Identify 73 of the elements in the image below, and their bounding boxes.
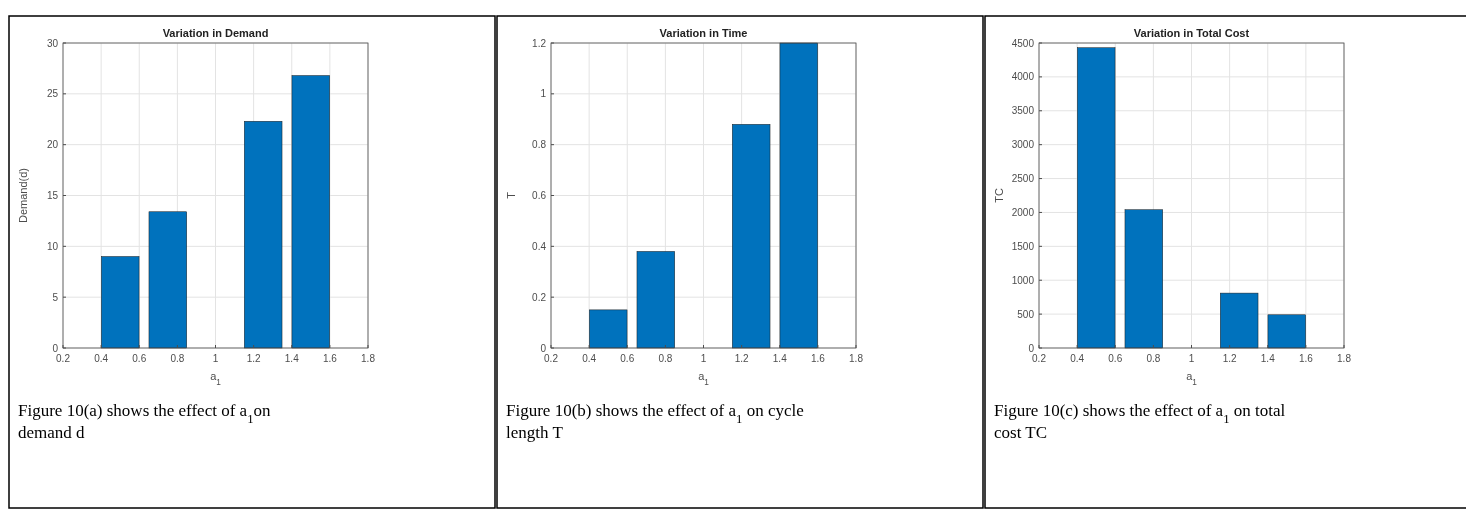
x-tick-label: 1.4 [1260,353,1276,364]
y-tick-label: 0.8 [532,139,547,151]
bar [636,251,675,349]
x-tick-label: 0.6 [620,353,635,364]
y-tick-label: 2000 [1011,206,1035,218]
bar [779,42,818,349]
text: Figure 10(a) shows the effect of a$_{1}$on demand d [18,401,271,442]
x-tick-label: 1.2 [1222,353,1238,364]
bar [1220,292,1259,349]
y-tick-label: 0.4 [532,240,547,252]
x-tick-label: 1.6 [322,353,338,364]
text: Figure 10(c) shows the effect of a$_{1}$ on total cost TC [994,401,1286,442]
x-tick-label: 0.4 [94,353,109,364]
y-tick-label: 30 [46,37,59,49]
x-tick-label: 1.8 [1337,353,1352,364]
y-tick-label: 0 [540,342,547,354]
x-tick-label: 1.4 [284,353,300,364]
x-tick-label: 0.8 [658,353,673,364]
y-axis-title: T [505,191,517,199]
x-tick-label: 1.6 [810,353,826,364]
bar [101,256,140,349]
y-tick-label: 20 [46,139,59,151]
bar [1124,209,1163,349]
text: Figure 10(b) shows the effect of a$_{1}$ on cycle length T [506,401,804,442]
x-tick-label: 0.6 [1108,353,1123,364]
bar [732,124,771,349]
y-tick-label: 0.2 [532,291,547,303]
y-tick-label: 500 [1017,308,1035,320]
y-axis-title: Demand(d) [17,167,29,224]
y-tick-label: 1 [540,88,547,100]
y-tick-label: 2500 [1011,173,1035,185]
x-tick-label: 1.2 [246,353,262,364]
bar [589,309,628,349]
x-tick-label: 0.8 [170,353,185,364]
y-tick-label: 1.2 [532,37,547,49]
x-tick-label: 0.4 [1070,353,1085,364]
x-axis-title: a$_{1}$ [698,370,710,387]
x-tick-label: 1 [1188,353,1195,364]
y-tick-label: 0.6 [532,190,547,201]
y-tick-label: 25 [46,88,59,100]
y-tick-label: 3500 [1011,105,1035,117]
y-tick-label: 10 [46,240,59,252]
x-tick-label: 1.6 [1298,353,1314,364]
x-axis-title: a$_{1}$ [1186,370,1198,387]
chart-title: Variation in Time [659,27,748,39]
x-axis-title: a$_{1}$ [210,370,222,387]
x-tick-label: 1 [700,353,707,364]
y-tick-label: 0 [52,342,59,354]
chart-title: Variation in Total Cost [1133,27,1250,39]
y-tick-label: 15 [46,190,59,201]
y-tick-label: 5 [52,291,59,303]
bar [291,75,330,349]
chart-title: Variation in Demand [162,27,269,39]
bar [244,121,283,349]
y-tick-label: 4000 [1011,71,1035,83]
y-tick-label: 0 [1028,342,1035,354]
x-tick-label: 1.4 [772,353,788,364]
x-tick-label: 1 [212,353,219,364]
y-tick-label: 3000 [1011,139,1035,151]
x-tick-label: 1.2 [734,353,750,364]
y-tick-label: 1000 [1011,274,1035,286]
bar [1267,314,1306,349]
x-tick-label: 1.8 [849,353,864,364]
x-tick-label: 0.6 [132,353,147,364]
x-tick-label: 0.2 [1032,353,1047,364]
x-tick-label: 0.8 [1146,353,1161,364]
bar [148,211,187,349]
x-tick-label: 0.4 [582,353,597,364]
y-axis-title: TC [993,188,1005,203]
bar [1077,47,1116,349]
y-tick-label: 4500 [1011,37,1035,49]
y-tick-label: 1500 [1011,240,1035,252]
x-tick-label: 1.8 [361,353,376,364]
